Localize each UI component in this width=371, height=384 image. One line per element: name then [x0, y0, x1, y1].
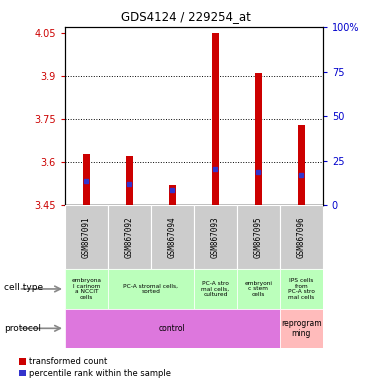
Text: GSM867094: GSM867094 [168, 216, 177, 258]
Text: IPS cells
from
PC-A stro
mal cells: IPS cells from PC-A stro mal cells [288, 278, 315, 300]
Text: GDS4124 / 229254_at: GDS4124 / 229254_at [121, 10, 250, 23]
Bar [65, 205, 108, 269]
Bar [108, 205, 151, 269]
Bar [65, 309, 280, 348]
Legend: transformed count, percentile rank within the sample: transformed count, percentile rank withi… [19, 358, 171, 378]
Bar [237, 205, 280, 269]
Bar [169, 185, 175, 205]
Text: protocol: protocol [4, 324, 41, 333]
Text: PC-A stro
mal cells,
cultured: PC-A stro mal cells, cultured [201, 281, 229, 297]
Bar [212, 33, 219, 205]
Text: GSM867093: GSM867093 [211, 216, 220, 258]
Bar [280, 269, 323, 309]
Bar [194, 205, 237, 269]
Text: PC-A stromal cells,
sorted: PC-A stromal cells, sorted [124, 284, 178, 294]
Bar [237, 269, 280, 309]
Text: cell type: cell type [4, 283, 43, 291]
Bar [108, 269, 194, 309]
Text: reprogram
ming: reprogram ming [281, 319, 322, 338]
Bar [194, 269, 237, 309]
Text: embryoni
c stem
cells: embryoni c stem cells [244, 281, 272, 297]
Bar [280, 205, 323, 269]
Text: GSM867091: GSM867091 [82, 216, 91, 258]
Bar [126, 156, 132, 205]
Bar [151, 205, 194, 269]
Bar [298, 125, 305, 205]
Bar [65, 269, 108, 309]
Text: GSM867095: GSM867095 [254, 216, 263, 258]
Text: GSM867096: GSM867096 [297, 216, 306, 258]
Text: control: control [159, 324, 186, 333]
Text: GSM867092: GSM867092 [125, 216, 134, 258]
Bar [83, 154, 90, 205]
Text: embryona
l carinom
a NCCIT
cells: embryona l carinom a NCCIT cells [71, 278, 101, 300]
Bar [255, 73, 262, 205]
Bar [280, 309, 323, 348]
